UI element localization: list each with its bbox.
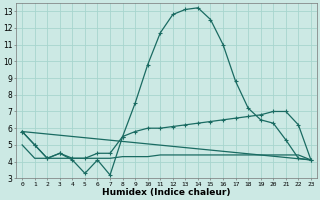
X-axis label: Humidex (Indice chaleur): Humidex (Indice chaleur) [102,188,231,197]
